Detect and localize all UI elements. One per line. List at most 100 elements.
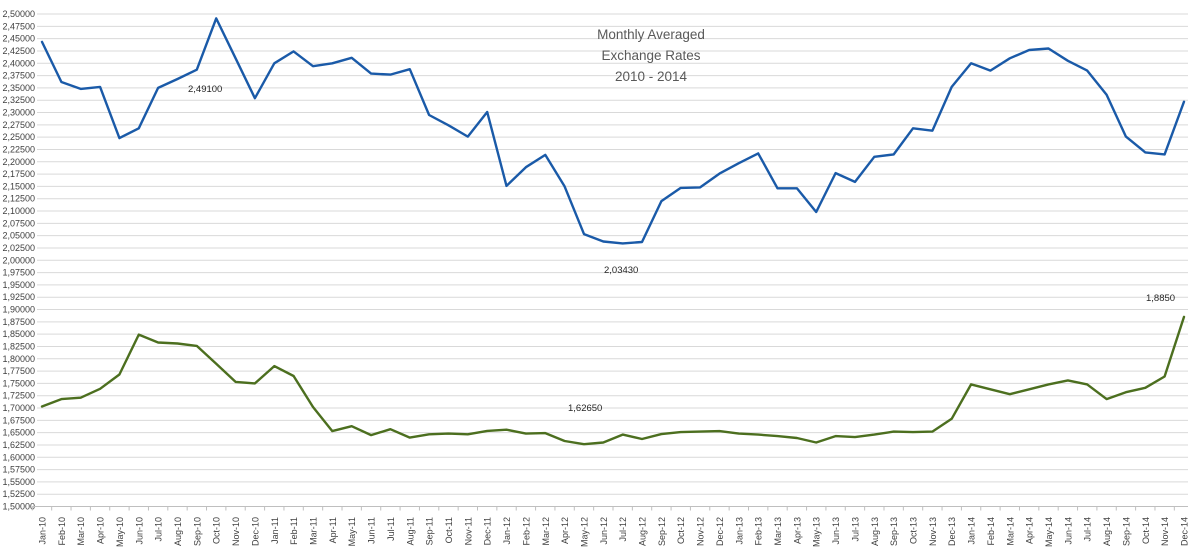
y-axis-tick-label: 2,22500 xyxy=(2,144,35,154)
y-axis-tick-label: 1,67500 xyxy=(2,415,35,425)
x-axis-tick-label: Nov-13 xyxy=(928,517,938,546)
y-axis-tick-label: 1,77500 xyxy=(2,366,35,376)
y-axis-tick-label: 2,15000 xyxy=(2,181,35,191)
x-axis-tick-label: Feb-14 xyxy=(986,517,996,546)
x-axis-tick-label: Jul-14 xyxy=(1083,517,1093,542)
y-axis-tick-label: 1,60000 xyxy=(2,452,35,462)
y-axis-tick-label: 1,87500 xyxy=(2,317,35,327)
y-axis-tick-label: 1,72500 xyxy=(2,391,35,401)
chart-title-line-2: Exchange Rates xyxy=(601,48,701,63)
x-axis-tick-label: Apr-11 xyxy=(328,517,338,543)
x-axis-tick-label: Feb-13 xyxy=(754,517,764,546)
x-axis-tick-label: Apr-13 xyxy=(792,517,802,544)
y-axis-tick-label: 1,70000 xyxy=(2,403,35,413)
y-axis-tick-label: 1,80000 xyxy=(2,354,35,364)
y-axis-tick-label: 1,97500 xyxy=(2,268,35,278)
chart-title-line-1: Monthly Averaged xyxy=(597,27,705,42)
x-axis-tick-label: Jun-10 xyxy=(134,517,144,545)
x-axis-tick-label: Apr-14 xyxy=(1025,517,1035,544)
y-axis-tick-label: 1,82500 xyxy=(2,341,35,351)
x-axis-tick-label: Mar-14 xyxy=(1005,517,1015,546)
y-axis-tick-label: 2,12500 xyxy=(2,194,35,204)
x-axis-tick-label: Dec-13 xyxy=(947,517,957,546)
y-axis-tick-label: 1,90000 xyxy=(2,305,35,315)
x-axis-tick-label: Jun-11 xyxy=(367,517,377,544)
y-axis-tick-label: 2,02500 xyxy=(2,243,35,253)
x-axis-tick-label: Dec-14 xyxy=(1180,517,1190,546)
x-axis-tick-label: Jul-12 xyxy=(618,517,628,542)
x-axis-tick-label: Jun-14 xyxy=(1063,517,1073,545)
y-axis-tick-label: 2,07500 xyxy=(2,218,35,228)
y-axis-tick-label: 1,52500 xyxy=(2,489,35,499)
y-axis-tick-label: 1,55000 xyxy=(2,477,35,487)
x-axis-tick-label: May-10 xyxy=(115,517,125,547)
y-axis-tick-label: 1,57500 xyxy=(2,465,35,475)
y-axis-tick-label: 1,92500 xyxy=(2,292,35,302)
x-axis-tick-label: Oct-12 xyxy=(676,517,686,544)
y-axis-tick-label: 2,35000 xyxy=(2,83,35,93)
x-axis-tick-label: Mar-13 xyxy=(773,517,783,546)
y-axis-tick-label: 2,45000 xyxy=(2,34,35,44)
x-axis-tick-label: Jun-13 xyxy=(831,517,841,545)
y-axis-tick-label: 1,50000 xyxy=(2,502,35,512)
x-axis-tick-label: Apr-10 xyxy=(96,517,106,544)
x-axis-tick-label: May-14 xyxy=(1044,517,1054,547)
data-label-green-last: 1,8850 xyxy=(1146,293,1176,304)
y-axis-tick-label: 2,20000 xyxy=(2,157,35,167)
y-axis-tick-label: 2,30000 xyxy=(2,108,35,118)
x-axis-tick-label: Aug-10 xyxy=(173,517,183,546)
x-axis-tick-label: Nov-14 xyxy=(1160,517,1170,546)
y-axis-tick-label: 1,85000 xyxy=(2,329,35,339)
x-axis-tick-label: Sep-12 xyxy=(657,517,667,546)
x-axis-tick-label: Jan-14 xyxy=(967,517,977,545)
y-axis-tick-label: 2,32500 xyxy=(2,95,35,105)
y-axis-tick-label: 2,40000 xyxy=(2,58,35,68)
chart-title-line-3: 2010 - 2014 xyxy=(614,69,688,84)
x-axis-tick-label: Jan-11 xyxy=(270,517,280,544)
x-axis-tick-label: Mar-11 xyxy=(308,517,318,545)
x-axis-tick-label: Sep-10 xyxy=(192,517,202,546)
data-label-green-min: 1,62650 xyxy=(568,403,603,414)
chart-title: Monthly Averaged Exchange Rates 2010 - 2… xyxy=(545,24,757,87)
x-axis-tick-label: Oct-10 xyxy=(212,517,222,544)
x-axis-tick-label: Aug-11 xyxy=(405,517,415,545)
y-axis-tick-label: 2,42500 xyxy=(2,46,35,56)
data-label-blue-min: 2,03430 xyxy=(604,265,639,276)
x-axis-tick-label: Nov-10 xyxy=(231,517,241,546)
x-axis-tick-label: Sep-11 xyxy=(425,517,435,545)
series-line-blue[interactable] xyxy=(40,17,1186,245)
x-axis-tick-label: Jul-11 xyxy=(386,517,396,541)
x-axis-tick-label: Jun-12 xyxy=(599,517,609,545)
y-axis-tick-label: 2,27500 xyxy=(2,120,35,130)
x-axis-tick-label: Jan-10 xyxy=(38,517,48,545)
x-axis-tick-label: Oct-13 xyxy=(909,517,919,544)
x-axis-tick-label: Feb-11 xyxy=(289,517,299,545)
x-axis-tick-label: Aug-13 xyxy=(870,517,880,546)
y-axis-tick-label: 2,25000 xyxy=(2,132,35,142)
y-axis-tick-label: 2,47500 xyxy=(2,21,35,31)
data-label-blue-max: 2,49100 xyxy=(188,84,223,95)
x-axis-tick-label: Jul-10 xyxy=(154,517,164,542)
x-axis-tick-label: Nov-12 xyxy=(696,517,706,546)
x-axis-tick-label: Aug-12 xyxy=(638,517,648,546)
x-axis-tick-label: Feb-10 xyxy=(57,517,67,546)
x-axis-tick-label: Dec-12 xyxy=(715,517,725,546)
x-axis-tick-label: Apr-12 xyxy=(560,517,570,544)
x-axis-tick-label: Oct-11 xyxy=(444,517,454,543)
y-axis-tick-label: 2,50000 xyxy=(2,9,35,19)
y-axis-tick-label: 2,37500 xyxy=(2,71,35,81)
x-axis-tick-label: Dec-11 xyxy=(483,517,493,545)
y-axis-tick-label: 2,05000 xyxy=(2,231,35,241)
y-axis-tick-label: 1,75000 xyxy=(2,378,35,388)
x-axis-tick-label: Nov-11 xyxy=(463,517,473,545)
x-axis-tick-label: Aug-14 xyxy=(1102,517,1112,546)
series-line-green[interactable] xyxy=(40,315,1186,446)
y-axis-tick-label: 1,95000 xyxy=(2,280,35,290)
x-axis-tick-label: Mar-10 xyxy=(76,517,86,546)
x-axis-tick-label: Dec-10 xyxy=(250,517,260,546)
x-axis-tick-label: Feb-12 xyxy=(521,517,531,546)
y-axis-tick-label: 1,65000 xyxy=(2,428,35,438)
x-axis-tick-label: May-12 xyxy=(579,517,589,547)
